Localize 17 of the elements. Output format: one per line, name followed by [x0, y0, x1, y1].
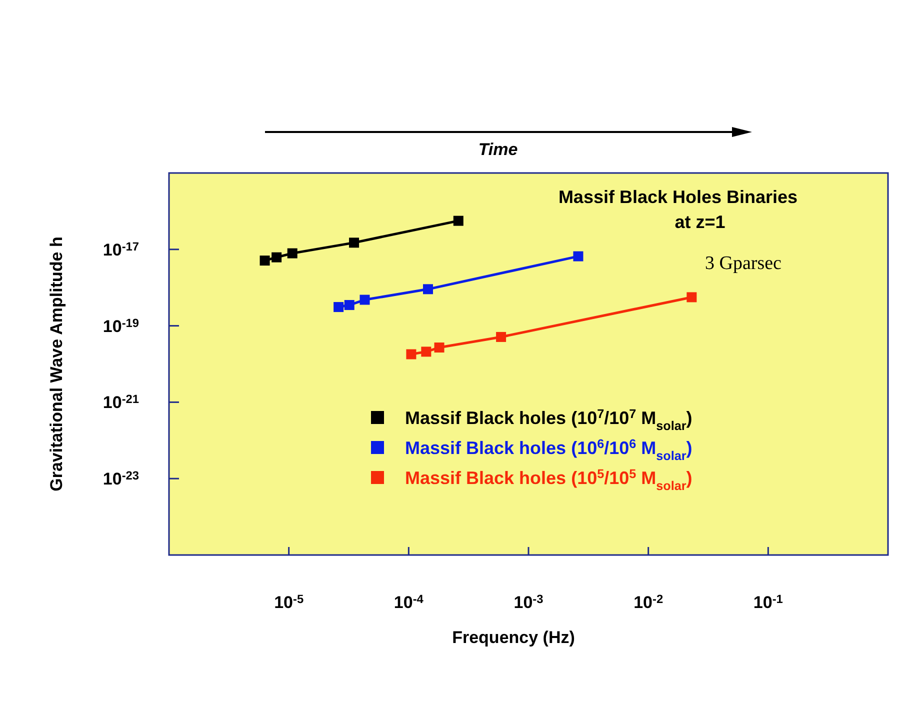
x-tick-label: 10$^{-3}$	[514, 592, 544, 612]
y-tick-label: 10$^{-17}$	[102, 239, 140, 260]
x-tick-label: 10$^{-2}$	[634, 592, 664, 612]
y-tick-label: 10$^{-23}$	[102, 468, 140, 489]
legend-label: Massif Black holes (10$^{6}$/10$^{6}$ M$_{solar}$)	[405, 437, 692, 463]
text: Time	[478, 140, 518, 159]
legend-label: Massif Black holes (10$^{7}$/10$^{7}$ M$_{solar}$)	[405, 407, 692, 433]
annotation: 3 Gparsec	[705, 253, 782, 274]
legend-label: Massif Black holes (10$^{5}$/10$^{5}$ M$_{solar}$)	[405, 467, 692, 493]
y-tick-label: 10$^{-19}$	[102, 315, 140, 336]
text: Massif Black Holes Binaries at z=1	[558, 187, 798, 232]
x-tick-label: 10$^{-4}$	[394, 592, 424, 612]
y-tick-label: 10$^{-21}$	[102, 392, 140, 412]
x-tick-label: 10$^{-5}$	[274, 592, 304, 612]
y-axis-title: Gravitational Wave Amplitude h	[47, 236, 66, 492]
x-tick-label: 10$^{-1}$	[753, 592, 784, 612]
x-axis-title: Frequency (Hz)	[452, 628, 575, 647]
